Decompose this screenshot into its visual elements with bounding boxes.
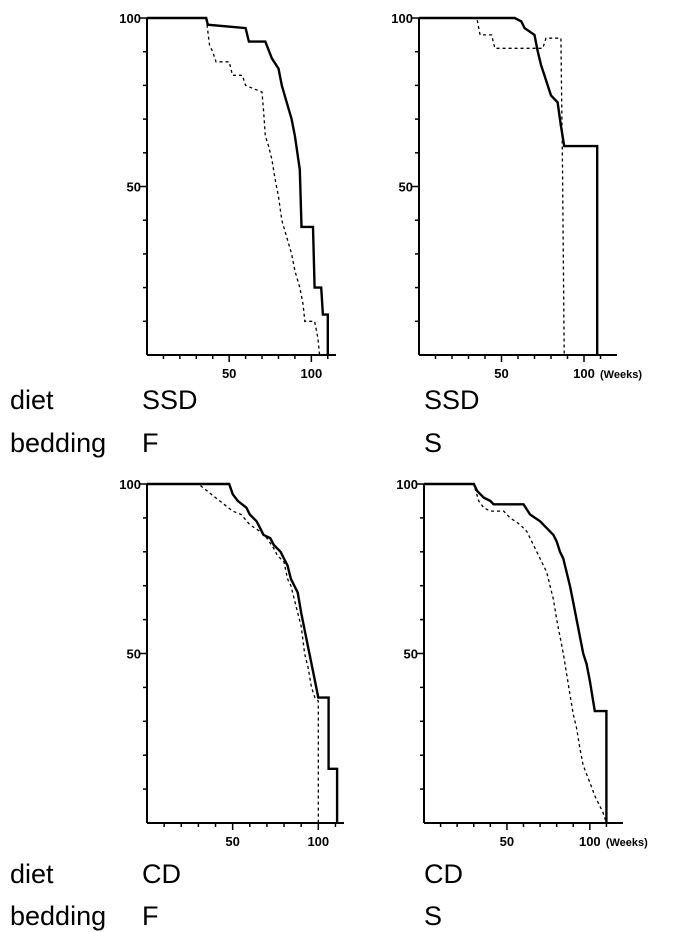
panel-cd-s-x-unit-label: (Weeks)	[606, 837, 648, 849]
panel-ssd-s-x-unit-label: (Weeks)	[600, 369, 642, 381]
row-label-bedding-top: bedding	[10, 428, 106, 458]
panel-cd-s-series-solid	[424, 482, 608, 823]
panel-ssd-f-series-dashed	[147, 17, 321, 356]
panel-ssd-s-diet-label: SSD	[424, 385, 480, 415]
panel-cd-s-diet-label: CD	[424, 859, 463, 889]
panel-cd-s-series-dashed	[424, 483, 608, 824]
panel-ssd-f: 50 100 50 100	[119, 11, 336, 381]
panel-cd-f-bedding-label: F	[142, 901, 159, 931]
panel-cd-s-x-tick-label: 100	[579, 834, 601, 849]
panel-cd-s-bedding-label: S	[424, 901, 442, 931]
row-label-diet-top: diet	[10, 385, 54, 415]
panel-cd-s-y-tick-label: 100	[396, 477, 418, 492]
panel-ssd-s-series-dashed	[419, 17, 565, 356]
panel-cd-s-x-tick-label: 50	[500, 834, 514, 849]
panel-ssd-s-series-solid	[419, 16, 599, 355]
panel-ssd-s-x-tick-label: 100	[573, 366, 595, 381]
panel-cd-f-y-tick-label: 100	[119, 477, 141, 492]
panel-ssd-f-x-tick-label: 50	[222, 366, 236, 381]
row-label-diet-bottom: diet	[10, 859, 54, 889]
panel-ssd-f-diet-label: SSD	[142, 385, 198, 415]
panel-ssd-f-series-solid	[147, 16, 329, 355]
panel-ssd-s-y-tick-label: 50	[399, 180, 413, 195]
panel-ssd-s-y-tick-label: 100	[391, 11, 413, 26]
panel-ssd-f-y-tick-label: 100	[119, 11, 141, 26]
panel-ssd-s: 50 100 50 100 (Weeks)	[391, 11, 642, 381]
panel-ssd-s-x-tick-label: 50	[494, 366, 508, 381]
row-label-bedding-bottom: bedding	[10, 901, 106, 931]
panel-cd-f-x-tick-label: 50	[225, 834, 239, 849]
panel-cd-f-series-solid	[147, 482, 339, 823]
panel-cd-f-x-tick-label: 100	[307, 834, 329, 849]
panel-ssd-f-bedding-label: F	[142, 428, 159, 458]
panel-cd-s-y-tick-label: 50	[404, 647, 418, 662]
panel-cd-f-y-tick-label: 50	[127, 647, 141, 662]
panel-ssd-s-bedding-label: S	[424, 428, 442, 458]
panel-ssd-f-y-tick-label: 50	[127, 180, 141, 195]
panel-cd-f-diet-label: CD	[142, 859, 181, 889]
panel-cd-f-series-dashed	[147, 483, 319, 823]
panel-cd-f: 50 100 50 100	[119, 477, 344, 849]
panel-ssd-f-x-tick-label: 100	[300, 366, 322, 381]
panel-cd-s: 50 100 50 100 (Weeks)	[396, 477, 648, 849]
